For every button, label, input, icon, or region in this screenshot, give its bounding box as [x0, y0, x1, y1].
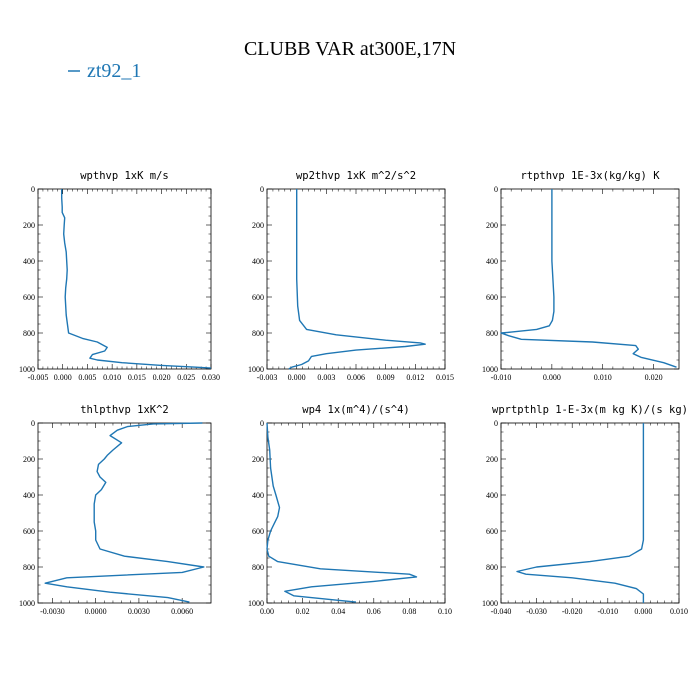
y-tick-label: 600	[486, 527, 498, 536]
y-tick-label: 800	[486, 329, 498, 338]
figure-title: CLUBB VAR at300E,17N	[244, 38, 456, 60]
y-tick-label: 0	[494, 419, 498, 428]
x-tick-label: 0.000	[543, 373, 561, 382]
legend-label: zt92_1	[87, 60, 141, 82]
y-tick-label: 800	[23, 329, 35, 338]
x-tick-label: -0.0030	[40, 607, 65, 616]
y-tick-label: 0	[31, 419, 35, 428]
x-tick-label: 0.0030	[128, 607, 150, 616]
y-tick-label: 400	[23, 257, 35, 266]
x-tick-label: -0.020	[562, 607, 583, 616]
x-tick-label: 0.009	[377, 373, 395, 382]
y-tick-label: 1000	[19, 599, 35, 608]
panel-title: wp2thvp 1xK m^2/s^2	[296, 170, 416, 182]
panel-3: rtpthvp 1E-3x(kg/kg) K -0.010 0.000 0.010 0.…	[482, 170, 680, 382]
x-tick-label: 0.015	[128, 373, 146, 382]
x-tick-label: 0.030	[202, 373, 220, 382]
y-tick-label: 1000	[482, 599, 498, 608]
panels: wpthvp 1xK m/s-0.005 0.000 0.005 0.010 0.015…	[19, 170, 688, 616]
x-tick-label: 0.0060	[171, 607, 193, 616]
y-tick-label: 600	[252, 527, 264, 536]
x-tick-label: 0.010	[670, 607, 688, 616]
x-tick-label: -0.040	[491, 607, 512, 616]
panel-4: thlpthvp 1xK^2 -0.0030 0.0000 0.0030 0.0060 0…	[19, 404, 212, 616]
x-tick-label: 0.0000	[85, 607, 107, 616]
x-tick-label: 0.000	[54, 373, 72, 382]
y-tick-label: 800	[23, 563, 35, 572]
panel-title: wpthvp 1xK m/s	[80, 170, 169, 182]
y-tick-label: 800	[486, 563, 498, 572]
x-tick-label: 0.010	[103, 373, 121, 382]
x-tick-label: 0.003	[317, 373, 335, 382]
y-tick-label: 400	[23, 491, 35, 500]
y-tick-label: 600	[23, 527, 35, 536]
y-tick-label: 200	[486, 221, 498, 230]
x-tick-label: 0.000	[634, 607, 652, 616]
y-tick-label: 1000	[248, 599, 264, 608]
y-tick-label: 400	[252, 491, 264, 500]
x-tick-label: 0.005	[78, 373, 96, 382]
y-tick-label: 200	[252, 455, 264, 464]
y-tick-label: 200	[252, 221, 264, 230]
y-tick-label: 0	[260, 419, 264, 428]
x-tick-label: 0.10	[438, 607, 452, 616]
x-tick-label: 0.08	[402, 607, 416, 616]
y-tick-label: 600	[252, 293, 264, 302]
x-tick-label: -0.010	[491, 373, 512, 382]
y-tick-label: 0	[31, 185, 35, 194]
x-tick-label: -0.030	[526, 607, 547, 616]
y-tick-label: 400	[486, 257, 498, 266]
y-tick-label: 800	[252, 563, 264, 572]
x-tick-label: 0.006	[347, 373, 365, 382]
x-tick-label: 0.025	[177, 373, 195, 382]
y-tick-label: 400	[486, 491, 498, 500]
series-line	[500, 189, 677, 368]
x-tick-label: 0.012	[406, 373, 424, 382]
series-line	[266, 422, 418, 603]
y-tick-label: 600	[23, 293, 35, 302]
y-tick-label: 1000	[248, 365, 264, 374]
y-tick-label: 800	[252, 329, 264, 338]
panel-title: thlpthvp 1xK^2	[80, 404, 169, 416]
x-tick-label: 0.02	[296, 607, 310, 616]
y-tick-label: 600	[486, 293, 498, 302]
panel-6: wprtpthlp 1-E-3x(m kg K)/(s kg) -0.040 -0.…	[482, 404, 688, 616]
x-tick-label: 0.020	[153, 373, 171, 382]
y-tick-label: 200	[23, 221, 35, 230]
panel-title: rtpthvp 1E-3x(kg/kg) K	[520, 170, 660, 182]
x-tick-label: 0.015	[436, 373, 454, 382]
series-line	[44, 422, 205, 603]
y-tick-label: 0	[260, 185, 264, 194]
panel-2: wp2thvp 1xK m^2/s^2 -0.003 0.000 0.003 0.006…	[248, 170, 454, 382]
x-tick-label: 0.04	[331, 607, 345, 616]
y-tick-label: 1000	[482, 365, 498, 374]
x-tick-label: 0.010	[594, 373, 612, 382]
panel-title: wprtpthlp 1-E-3x(m kg K)/(s kg)	[492, 404, 688, 416]
y-tick-label: 400	[252, 257, 264, 266]
x-tick-label: -0.005	[28, 373, 49, 382]
x-tick-label: 0.06	[367, 607, 381, 616]
x-tick-label: 0.020	[645, 373, 663, 382]
y-tick-label: 0	[494, 185, 498, 194]
x-tick-label: 0.00	[260, 607, 274, 616]
x-tick-label: 0.000	[288, 373, 306, 382]
y-tick-label: 200	[486, 455, 498, 464]
y-tick-label: 200	[23, 455, 35, 464]
x-tick-label: -0.003	[257, 373, 278, 382]
panel-5: wp4 1x(m^4)/(s^4) 0.00 0.02 0.04 0.06 0.08 0.1…	[248, 404, 452, 616]
panel-1: wpthvp 1xK m/s -0.005 0.000 0.005 0.010 0.015…	[19, 170, 220, 382]
legend: zt92_1	[68, 60, 141, 82]
series-line	[288, 189, 426, 370]
panel-title: wp4 1x(m^4)/(s^4)	[302, 404, 409, 416]
x-tick-label: -0.010	[597, 607, 618, 616]
series-line	[516, 423, 645, 603]
series-line	[61, 189, 212, 369]
y-tick-label: 1000	[19, 365, 35, 374]
